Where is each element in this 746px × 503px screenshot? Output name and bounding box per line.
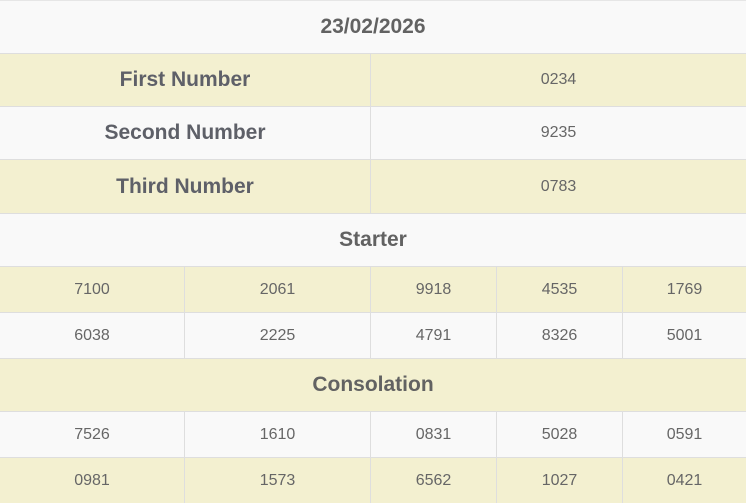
number-cell: 4535 xyxy=(496,267,622,312)
consolation-header-row: Consolation xyxy=(0,358,746,411)
prize-row-third: Third Number 0783 xyxy=(0,159,746,213)
number-cell: 2225 xyxy=(184,313,370,358)
number-cell: 0591 xyxy=(622,412,746,457)
number-cell: 7100 xyxy=(74,280,110,298)
prize-row-first: First Number 0234 xyxy=(0,53,746,106)
number-cell: 6562 xyxy=(370,458,496,503)
number-cell: 5028 xyxy=(496,412,622,457)
prize-value: 0234 xyxy=(370,54,746,106)
consolation-row: 7526 1610 0831 5028 0591 xyxy=(0,411,746,457)
number-cell: 6038 xyxy=(74,326,110,344)
number-cell: 1573 xyxy=(184,458,370,503)
prize-label: First Number xyxy=(119,68,251,91)
number-cell: 5001 xyxy=(622,313,746,358)
prize-label: Third Number xyxy=(116,174,254,198)
starter-row: 7100 2061 9918 4535 1769 xyxy=(0,266,746,312)
number-cell: 8326 xyxy=(496,313,622,358)
number-cell: 1027 xyxy=(496,458,622,503)
number-cell: 2061 xyxy=(184,267,370,312)
number-cell: 7526 xyxy=(74,425,110,443)
draw-date: 23/02/2026 xyxy=(320,15,426,38)
prize-value: 9235 xyxy=(370,107,746,159)
number-cell: 0981 xyxy=(74,471,110,489)
prize-value: 0783 xyxy=(370,160,746,213)
starter-row: 6038 2225 4791 8326 5001 xyxy=(0,312,746,358)
consolation-title: Consolation xyxy=(312,373,434,396)
consolation-row: 0981 1573 6562 1027 0421 xyxy=(0,457,746,503)
number-cell: 9918 xyxy=(370,267,496,312)
date-row: 23/02/2026 xyxy=(0,0,746,53)
prize-label: Second Number xyxy=(104,121,266,144)
prize-row-second: Second Number 9235 xyxy=(0,106,746,159)
number-cell: 4791 xyxy=(370,313,496,358)
number-cell: 1769 xyxy=(622,267,746,312)
number-cell: 0421 xyxy=(622,458,746,503)
number-cell: 0831 xyxy=(370,412,496,457)
number-cell: 1610 xyxy=(184,412,370,457)
starter-title: Starter xyxy=(339,228,407,251)
starter-header-row: Starter xyxy=(0,213,746,266)
